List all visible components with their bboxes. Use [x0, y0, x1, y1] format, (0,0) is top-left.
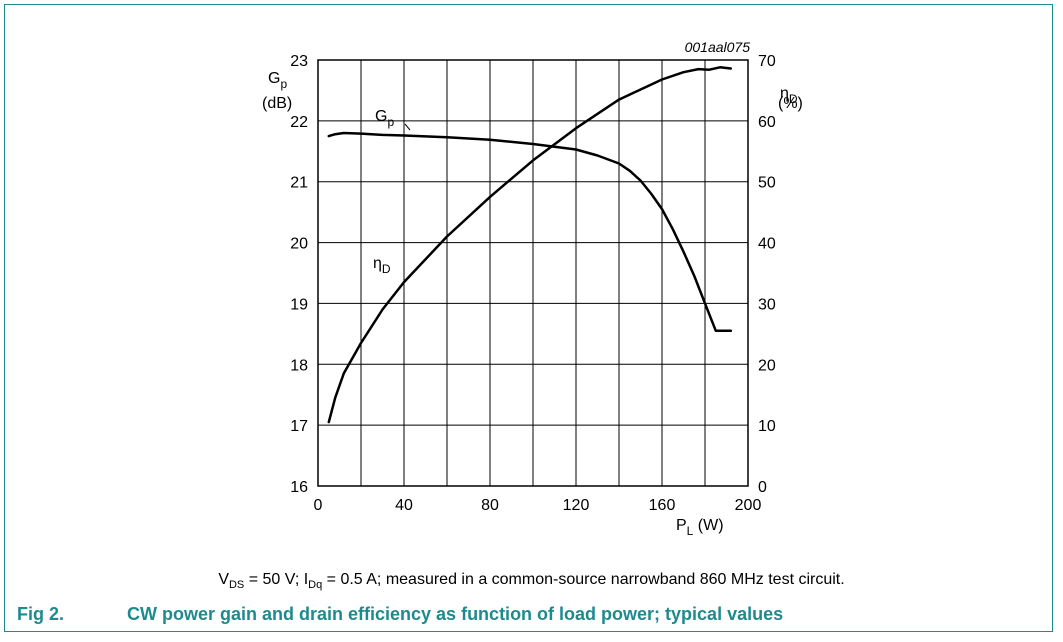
y-left-tick-label: 22 — [290, 114, 308, 131]
y-right-tick-label: 70 — [758, 53, 776, 70]
y-right-tick-label: 50 — [758, 175, 776, 192]
y-right-axis-unit: (%) — [778, 95, 803, 112]
y-right-tick-label: 30 — [758, 296, 776, 313]
y-left-tick-label: 20 — [290, 236, 308, 253]
x-tick-label: 160 — [649, 497, 676, 514]
figure-caption: Fig 2. CW power gain and drain efficiency… — [17, 604, 783, 625]
y-left-tick-label: 23 — [290, 53, 308, 70]
y-left-axis-unit: (dB) — [262, 95, 292, 112]
x-axis-label: PL (W) — [676, 517, 724, 538]
y-right-axis-label: ηD — [780, 85, 798, 106]
y-right-tick-label: 10 — [758, 418, 776, 435]
series-label-gp: Gp — [375, 108, 394, 129]
plot-area — [317, 59, 749, 487]
series-line-gp — [327, 131, 733, 333]
figure-id: 001aal075 — [685, 39, 751, 55]
series-label-gp-leader — [404, 123, 411, 131]
figure-frame — [4, 4, 1053, 632]
y-left-tick-label: 16 — [290, 479, 308, 496]
y-right-tick-label: 40 — [758, 236, 776, 253]
x-tick-label: 0 — [314, 497, 323, 514]
x-tick-label: 200 — [735, 497, 762, 514]
y-left-tick-label: 17 — [290, 418, 308, 435]
x-tick-label: 120 — [563, 497, 590, 514]
y-right-tick-label: 0 — [758, 479, 767, 496]
test-conditions: VDS = 50 V; IDq = 0.5 A; measured in a c… — [218, 571, 845, 592]
y-right-tick-label: 20 — [758, 357, 776, 374]
figure-title: CW power gain and drain efficiency as fu… — [127, 604, 784, 624]
x-tick-label: 40 — [395, 497, 413, 514]
y-left-axis-label: Gp — [268, 70, 287, 91]
x-tick-label: 80 — [481, 497, 499, 514]
y-right-tick-label: 60 — [758, 114, 776, 131]
series-label-eta-d: ηD — [373, 255, 391, 276]
series-line-eta-d — [327, 66, 733, 424]
figure-number: Fig 2. — [17, 604, 65, 624]
chart: 0 40 80 120 160 200 16 17 18 19 20 21 22 23 0 10 20 30 40 5… — [262, 39, 803, 538]
y-left-tick-label: 21 — [290, 175, 308, 192]
y-left-tick-label: 18 — [290, 357, 308, 374]
y-left-tick-label: 19 — [290, 296, 308, 313]
